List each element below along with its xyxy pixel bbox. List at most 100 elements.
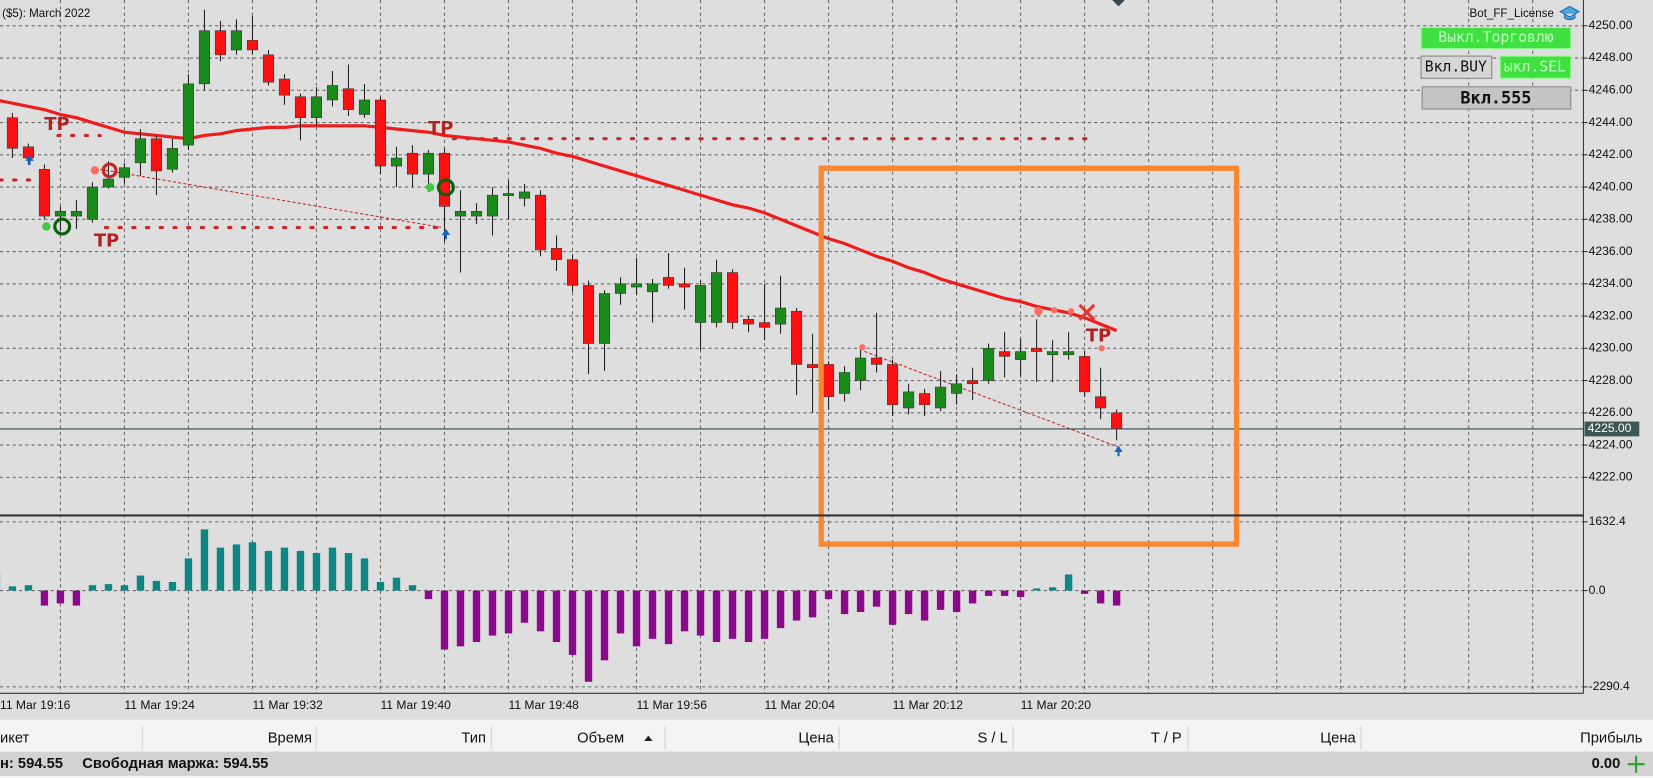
histogram-bar: [56, 590, 65, 604]
button[interactable]: [1499, 55, 1572, 79]
histogram-bar: [424, 590, 433, 600]
histogram-bar: [24, 585, 33, 591]
candle-body: [679, 283, 691, 288]
button[interactable]: [1421, 86, 1572, 110]
histogram-bar: [648, 590, 657, 639]
histogram-bar: [168, 581, 177, 591]
x-tick-label: 11 Mar 20:12: [893, 698, 964, 712]
y-tick-label: 4236.00: [1589, 244, 1633, 258]
column-header[interactable]: T / P: [1151, 731, 1182, 747]
button[interactable]: [1420, 26, 1572, 50]
histogram-bar: [216, 547, 225, 591]
y-tick-label: 4240.00: [1589, 179, 1633, 193]
candle-body: [166, 148, 178, 170]
column-header[interactable]: Цена: [1320, 731, 1356, 747]
column-header[interactable]: Объем: [577, 731, 624, 747]
histogram-bar: [520, 590, 529, 623]
last-price-label: 4225.00: [1588, 421, 1632, 435]
histogram-bar: [1032, 588, 1041, 591]
dot-marker: [425, 183, 435, 192]
candle-body: [502, 193, 515, 196]
x-tick-label: 11 Mar 20:04: [765, 698, 836, 712]
candle-body: [134, 138, 146, 164]
y-tick-label: 4226.00: [1589, 405, 1633, 419]
license-label: Bot_FF_License: [1470, 7, 1554, 20]
column-header[interactable]: Время: [268, 731, 312, 747]
histogram-bar: [712, 590, 721, 643]
histogram-bar: [696, 590, 705, 636]
candle-body: [983, 348, 995, 381]
candle-body: [839, 372, 851, 394]
histogram-bar: [680, 590, 689, 632]
x-tick-label: 11 Mar 19:32: [252, 698, 323, 712]
candle-body: [70, 210, 82, 217]
button-label[interactable]: Вкл.BUY: [1425, 59, 1487, 76]
candle-body: [1079, 356, 1091, 393]
y-tick-label: 1632.4: [1589, 514, 1626, 528]
histogram-bar: [760, 590, 769, 639]
candle-body: [534, 194, 547, 251]
button[interactable]: [1420, 55, 1493, 79]
dot-marker: [1034, 306, 1043, 316]
histogram-bar: [392, 577, 401, 591]
shift-marker: [1112, 0, 1125, 7]
trade-lines: [0, 133, 1118, 448]
annotation: TP: [44, 114, 69, 135]
histogram-bar: [552, 590, 561, 643]
candle-body: [999, 351, 1011, 357]
candle-body: [230, 30, 242, 51]
histogram-bar: [440, 590, 449, 650]
y-tick-label: 4242.00: [1589, 147, 1633, 161]
y-tick-label: 4224.00: [1589, 437, 1633, 451]
close-marker: [1078, 303, 1096, 321]
button-label[interactable]: ыкл.SEL: [1504, 59, 1566, 76]
histogram-bar: [152, 580, 161, 591]
column-header[interactable]: икет: [0, 731, 30, 747]
y-tick-label: 4222.00: [1589, 470, 1633, 484]
candle-body: [951, 383, 963, 394]
histogram-bar: [472, 590, 481, 643]
histogram-bar: [1112, 590, 1121, 606]
column-header[interactable]: Цена: [798, 731, 834, 747]
candle-body: [903, 391, 915, 409]
y-tick-label: 0.0: [1589, 583, 1606, 597]
candle-body: [887, 364, 899, 406]
y-tick-label: 4248.00: [1589, 50, 1633, 64]
plot: [0, 9, 1584, 682]
histogram-bar: [1048, 587, 1057, 591]
histogram-bar: [968, 590, 977, 604]
histogram-bar: [104, 584, 113, 591]
candle-body: [871, 357, 883, 365]
button-label[interactable]: Выкл.Торговлю: [1438, 29, 1553, 46]
x-tick-label: 11 Mar 19:56: [637, 698, 708, 712]
candle-body: [1063, 351, 1075, 356]
circle-marker: [53, 217, 72, 236]
candle-body: [182, 83, 194, 146]
markers: [25, 0, 1125, 457]
circle-marker: [101, 162, 118, 179]
histogram-bar: [1064, 574, 1073, 591]
dot-marker: [859, 344, 866, 351]
candle-body: [646, 283, 659, 293]
chart-title: ($5): March 2022: [2, 7, 90, 20]
sort-indicator: [644, 735, 653, 741]
column-header[interactable]: Тип: [461, 731, 486, 747]
add-icon[interactable]: [1627, 755, 1645, 773]
candle-body: [743, 319, 755, 325]
column-header[interactable]: Прибыль: [1580, 731, 1643, 747]
trend-line: [864, 350, 1118, 448]
button-label[interactable]: Вкл.555: [1460, 87, 1531, 107]
candle-body: [598, 293, 611, 344]
candle-body: [390, 157, 403, 167]
column-header[interactable]: S / L: [978, 731, 1008, 747]
candle-body: [6, 117, 18, 149]
histogram-bar: [40, 590, 49, 606]
candle-body: [342, 88, 355, 110]
profit: 0.00: [1592, 756, 1621, 772]
candle-body: [1031, 348, 1043, 352]
histogram-bar: [296, 550, 305, 591]
annotation: TP: [1086, 326, 1111, 347]
candle-body: [358, 99, 371, 115]
